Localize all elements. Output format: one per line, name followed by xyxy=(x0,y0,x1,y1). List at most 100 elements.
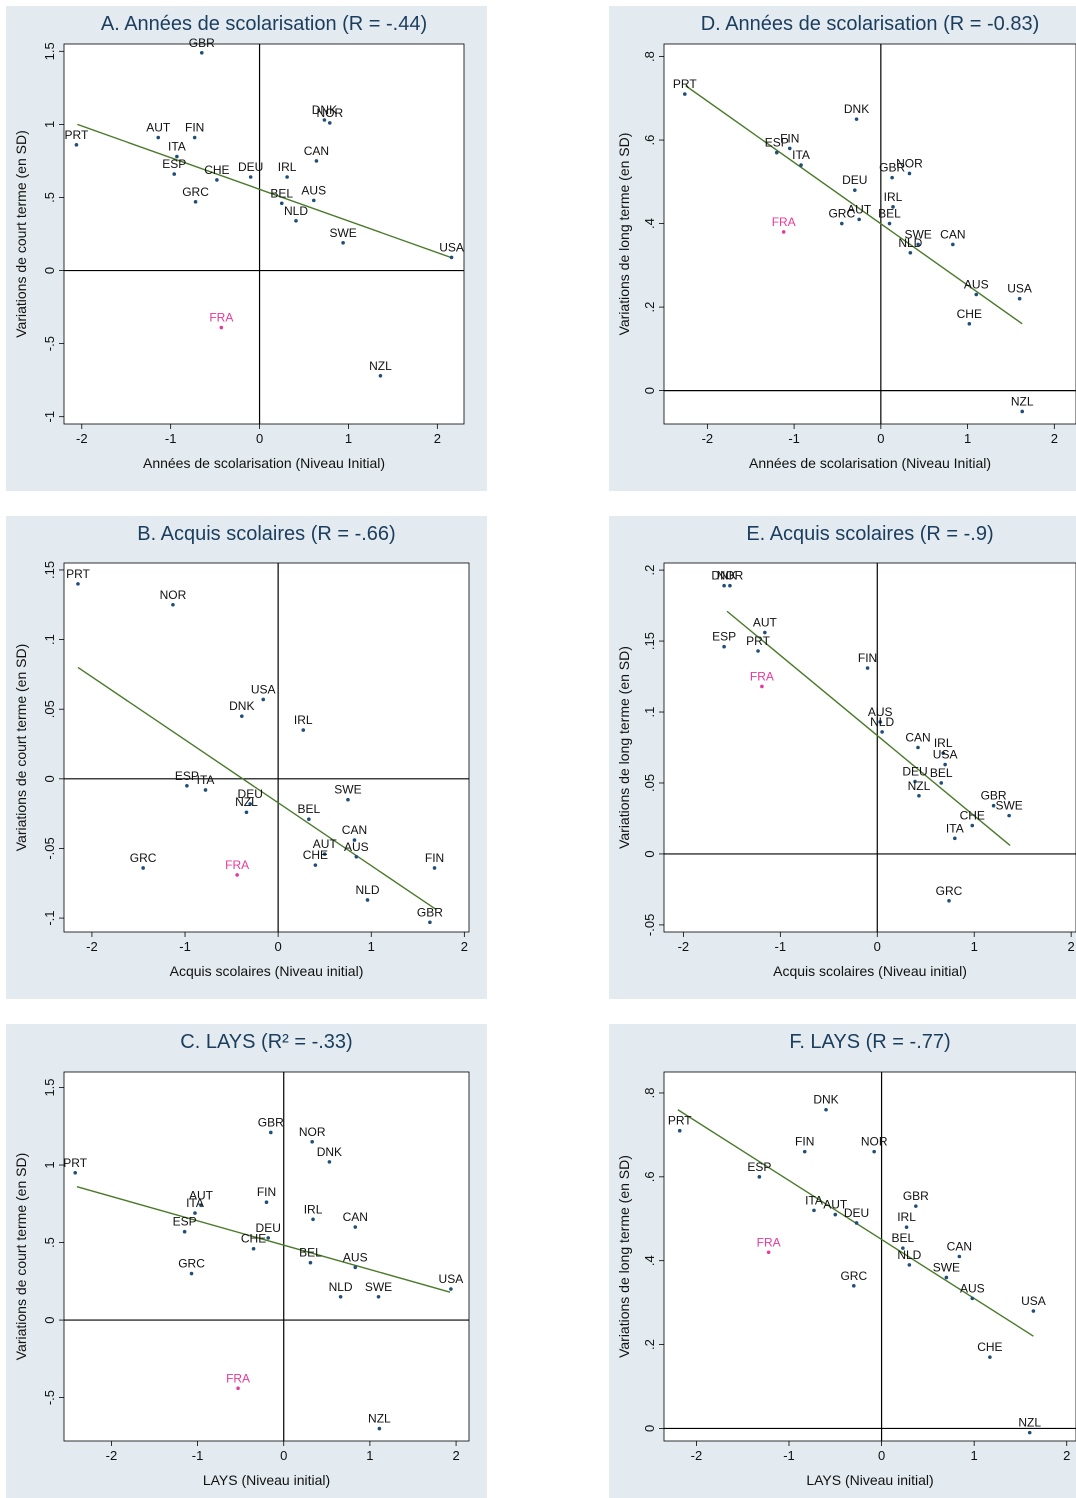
data-point-usa xyxy=(449,255,454,260)
point-label-gbr: GBR xyxy=(981,789,1007,803)
point-label-swe: SWE xyxy=(365,1280,392,1294)
plot-area xyxy=(63,562,470,933)
x-tick-label: -1 xyxy=(788,431,800,446)
point-label-bel: BEL xyxy=(930,766,953,780)
point-label-prt: PRT xyxy=(668,1114,692,1128)
x-tick-label: -2 xyxy=(678,939,690,954)
data-point-fin xyxy=(865,666,870,670)
chart-panel-c: C. LAYS (R² = -.33) LAYS (Niveau initial)… xyxy=(6,1024,487,1498)
chart-title: D. Années de scolarisation (R = -0.83) xyxy=(701,13,1040,35)
data-point-nld xyxy=(294,219,298,223)
data-point-aut xyxy=(156,135,161,140)
point-label-can: CAN xyxy=(940,227,965,241)
data-point-grc xyxy=(840,221,844,226)
y-tick-label: 0 xyxy=(42,1316,57,1323)
y-tick-label: -.05 xyxy=(642,914,657,936)
chart-svg-f: F. LAYS (R = -.77) LAYS (Niveau initial) V… xyxy=(616,1031,1076,1488)
y-tick-label: -1 xyxy=(42,411,57,423)
y-tick-label: 1 xyxy=(42,1161,57,1168)
data-point-can xyxy=(352,838,357,842)
chart-panel-a: A. Années de scolarisation (R = -.44) Ann… xyxy=(6,6,487,491)
data-point-che xyxy=(988,1355,992,1359)
point-label-irl: IRL xyxy=(304,1202,323,1216)
point-label-can: CAN xyxy=(947,1240,972,1254)
data-point-nor xyxy=(872,1149,876,1154)
data-point-che xyxy=(313,863,318,867)
x-tick-label: 2 xyxy=(434,431,441,446)
y-tick-label: .05 xyxy=(42,700,57,718)
point-label-nor: NOR xyxy=(316,106,343,120)
point-label-nzl: NZL xyxy=(369,359,392,373)
data-point-nzl xyxy=(378,373,383,378)
plot-area xyxy=(663,562,1076,933)
data-point-nor xyxy=(171,602,175,607)
point-label-fin: FIN xyxy=(795,1135,814,1149)
y-tick-label: 0 xyxy=(642,387,657,394)
point-label-che: CHE xyxy=(303,848,328,862)
point-label-aut: AUT xyxy=(753,616,778,630)
x-axis-label: Années de scolarisation (Niveau Initial) xyxy=(749,455,991,471)
point-label-nzl: NZL xyxy=(1018,1416,1041,1430)
data-point-esp xyxy=(774,150,779,155)
data-point-nor xyxy=(310,1139,314,1144)
data-point-esp xyxy=(722,644,726,649)
data-point-ita xyxy=(203,788,208,792)
data-point-fra xyxy=(235,873,239,877)
data-point-nzl xyxy=(1027,1430,1032,1435)
point-label-aus: AUS xyxy=(301,183,326,197)
data-point-fra xyxy=(781,230,786,234)
data-point-aus xyxy=(354,855,359,859)
data-point-fin xyxy=(432,866,437,870)
x-tick-label: 1 xyxy=(366,1448,373,1463)
point-label-nor: NOR xyxy=(299,1125,326,1139)
x-tick-label: 1 xyxy=(971,1448,978,1463)
x-tick-label: 2 xyxy=(1068,939,1075,954)
chart-svg-a: A. Années de scolarisation (R = -.44) Ann… xyxy=(13,13,465,471)
point-label-nld: NLD xyxy=(356,883,380,897)
data-point-deu xyxy=(913,779,917,784)
point-label-nor: NOR xyxy=(160,588,187,602)
y-axis-label: Variations de court terme (en SD) xyxy=(13,644,29,852)
point-label-bel: BEL xyxy=(298,802,321,816)
data-point-irl xyxy=(891,205,895,209)
data-point-grc xyxy=(947,898,951,903)
x-tick-label: 1 xyxy=(971,939,978,954)
point-label-bel: BEL xyxy=(892,1231,915,1245)
plot-area xyxy=(63,43,465,425)
point-label-can: CAN xyxy=(905,731,930,745)
data-point-usa xyxy=(943,762,947,767)
chart-title: E. Acquis scolaires (R = -.9) xyxy=(746,523,993,545)
point-label-aut: AUT xyxy=(313,837,338,851)
y-tick-label: .8 xyxy=(642,51,657,62)
point-label-che: CHE xyxy=(977,1340,1002,1354)
plot-area xyxy=(663,43,1076,425)
point-label-aus: AUS xyxy=(343,1250,368,1264)
x-tick-label: -2 xyxy=(76,431,88,446)
data-point-gbr xyxy=(199,50,204,55)
point-label-deu: DEU xyxy=(844,1206,869,1220)
y-tick-label: 0 xyxy=(42,775,57,782)
point-label-gbr: GBR xyxy=(258,1115,284,1129)
point-label-dnk: DNK xyxy=(312,103,337,117)
x-tick-label: 0 xyxy=(280,1448,287,1463)
data-point-can xyxy=(951,242,955,247)
chart-svg-c: C. LAYS (R² = -.33) LAYS (Niveau initial)… xyxy=(13,1031,470,1488)
data-point-nld xyxy=(907,1263,912,1267)
point-label-swe: SWE xyxy=(329,226,356,240)
data-point-prt xyxy=(677,1128,682,1133)
point-label-grc: GRC xyxy=(178,1257,205,1271)
data-point-nor xyxy=(728,583,732,588)
data-point-prt xyxy=(756,649,760,653)
data-point-aus xyxy=(878,720,882,724)
point-label-grc: GRC xyxy=(840,1269,867,1283)
point-label-fin: FIN xyxy=(185,121,204,135)
data-point-swe xyxy=(1007,813,1011,818)
x-tick-label: -2 xyxy=(691,1448,703,1463)
y-tick-label: 0 xyxy=(42,267,57,274)
point-label-aut: AUT xyxy=(847,202,872,216)
data-point-gbr xyxy=(890,175,894,180)
x-axis-label: Acquis scolaires (Niveau initial) xyxy=(773,963,967,979)
data-point-can xyxy=(353,1225,358,1229)
point-label-esp: ESP xyxy=(162,157,186,171)
point-label-aut: AUT xyxy=(146,121,171,135)
